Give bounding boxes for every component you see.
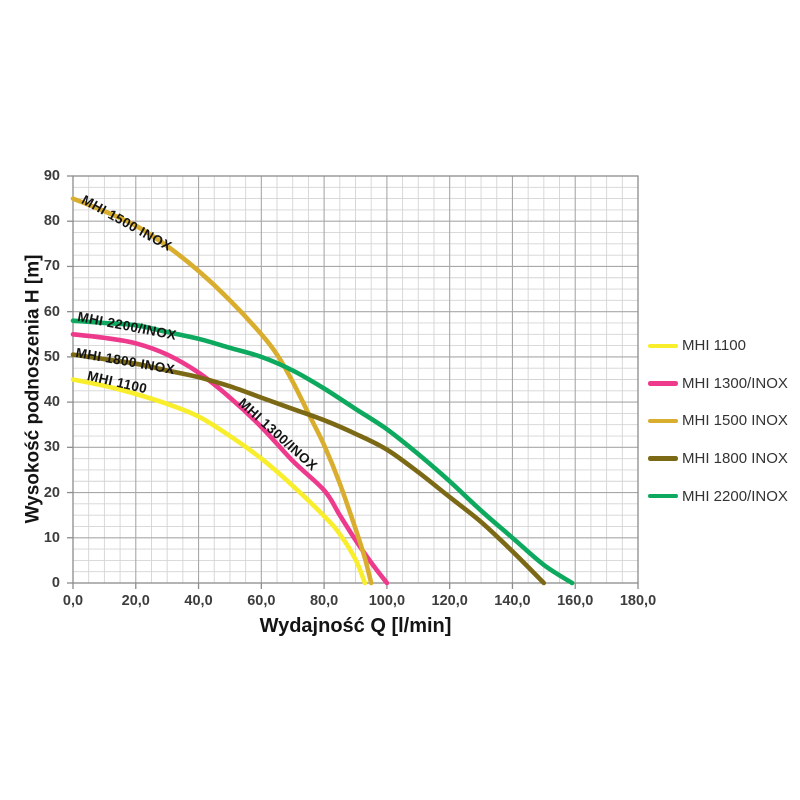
series-curve-mhi-1100 — [70, 377, 368, 586]
y-tick-label: 30 — [43, 439, 60, 456]
x-tick-label: 80,0 — [309, 593, 339, 609]
y-tick-label: 60 — [43, 303, 60, 320]
y-axis-title: Wysokość podnoszenia H [m] — [22, 254, 44, 523]
legend-swatch-green-icon — [648, 493, 678, 499]
legend-swatch-gold-icon — [648, 418, 678, 424]
y-tick-label: 80 — [43, 212, 60, 229]
x-tick-label: 0,0 — [62, 593, 84, 609]
x-tick-label: 20,0 — [121, 593, 150, 609]
legend-item-mhi-1100: MHI 1100 — [648, 327, 788, 365]
legend-swatch-yellow-icon — [648, 343, 678, 349]
legend-label: MHI 2200/INOX — [682, 487, 788, 505]
x-tick-label: 100,0 — [368, 593, 406, 609]
x-tick-label: 120,0 — [431, 593, 468, 609]
legend-item-mhi-1500-inox: MHI 1500 INOX — [648, 402, 788, 440]
x-tick-label: 160,0 — [557, 593, 594, 609]
legend-label: MHI 1300/INOX — [682, 374, 788, 392]
y-tick-label: 10 — [43, 529, 60, 546]
legend-item-mhi-2200-inox: MHI 2200/INOX — [648, 477, 788, 515]
series-curve-mhi-1300-inox — [70, 332, 390, 586]
legend-item-mhi-1800-inox: MHI 1800 INOX — [648, 440, 788, 478]
x-axis-title: Wydajność Q [l/min] — [259, 615, 452, 637]
legend-label: MHI 1800 INOX — [682, 450, 788, 468]
y-tick-label: 20 — [43, 484, 60, 501]
x-tick-label: 140,0 — [494, 593, 531, 609]
y-tick-label: 50 — [43, 348, 60, 365]
legend-label: MHI 1500 INOX — [682, 412, 788, 430]
y-tick-label: 70 — [43, 258, 60, 275]
x-tick-label: 180,0 — [619, 593, 657, 609]
x-tick-label: 60,0 — [247, 593, 276, 609]
legend: MHI 1100 MHI 1300/INOX MHI 1500 INOX MHI… — [648, 327, 788, 515]
series-curve-mhi-2200-inox — [70, 318, 575, 586]
legend-item-mhi-1300-inox: MHI 1300/INOX — [648, 365, 788, 403]
legend-swatch-pink-icon — [648, 381, 678, 386]
series-curve-mhi-1800-inox — [70, 352, 547, 586]
legend-swatch-olive-icon — [648, 456, 678, 461]
y-tick-label: 40 — [43, 393, 60, 410]
y-tick-label: 90 — [43, 167, 60, 184]
series-curve-mhi-1500-inox — [70, 196, 374, 586]
legend-label: MHI 1100 — [682, 337, 746, 355]
y-tick-label: 0 — [51, 574, 60, 591]
x-tick-label: 40,0 — [184, 593, 213, 609]
